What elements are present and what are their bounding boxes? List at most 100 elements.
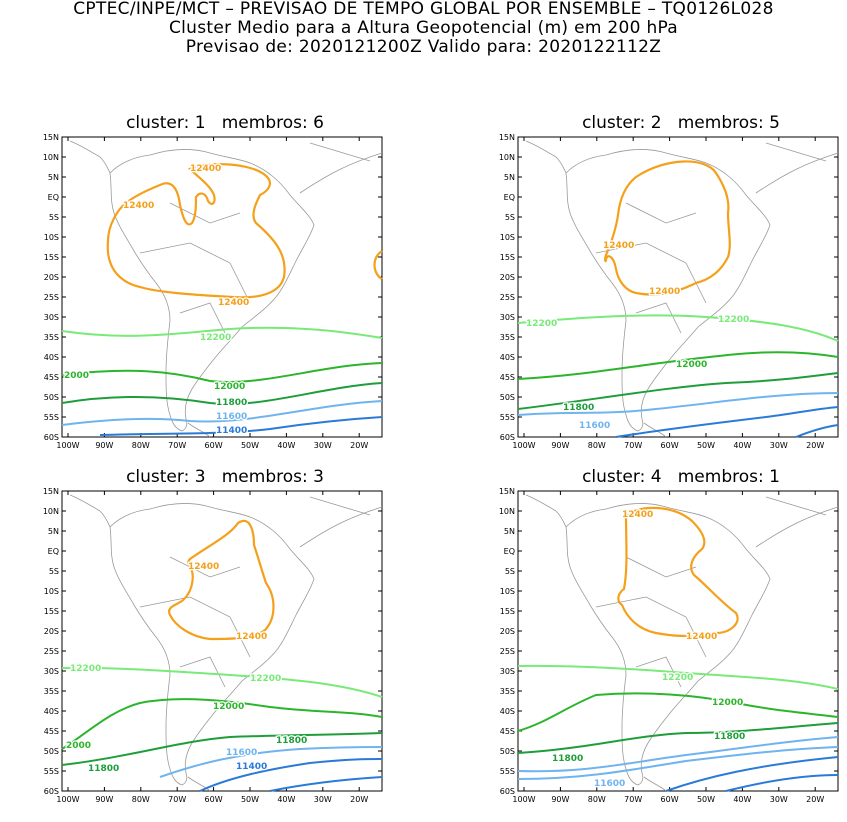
lat-tick-label: 45S [500,727,515,736]
lat-tick-label: 10N [499,507,515,516]
lon-tick-label: 70W [168,795,186,804]
map-panel-2: 15N 10N 5N EQ 5S 10S 15S 20S 25S 30S 35S 40S 45S 50S 5… [499,133,839,450]
lon-tick-label: 100W [56,441,79,450]
coastline-path [765,142,827,162]
label-12400: 12400 [190,164,221,174]
label-11800: 11800 [88,764,119,774]
contour-11200 [269,776,383,792]
map-frame [61,136,383,438]
coastline-path [187,776,211,792]
lat-tick-label: 35S [44,333,59,342]
axis-frame: 15N 10N 5N EQ 5S 10S 15S 20S 25S 30S 35S 40S 45S 50S 5… [43,133,383,450]
label-12400: 12400 [649,287,680,297]
coastline-path [299,506,383,548]
coastline-path [643,776,667,792]
label-12400: 12400 [123,201,154,211]
label-12000: 2000 [64,371,89,381]
label-11800: 11800 [216,398,247,408]
coastline [69,494,383,792]
contour-12200 [61,666,383,698]
coastline-path [635,302,682,334]
lat-tick-label: 60S [44,433,59,442]
coastline-path [109,149,315,432]
lat-tick-label: 30S [500,667,515,676]
contour-12000 [61,362,383,383]
title-line-3: Previsao de: 2020121200Z Valido para: 20… [185,37,662,57]
panel-cluster-2: cluster: 2 membros: 5 15N 10N 5N EQ 5S 10S 15S… [466,113,847,463]
lat-tick-label: 40S [500,353,515,362]
coastline-path [755,506,839,548]
lat-tick-label: EQ [504,193,515,202]
contour-11600 [517,736,839,773]
contour-11400 [99,416,383,436]
coastline-path [309,496,371,516]
lon-tick-label: 60W [661,795,679,804]
coastline-path [625,202,697,224]
lat-tick-label: 55S [44,767,59,776]
label-12200: 12200 [526,319,557,329]
contour-12400 [168,519,275,641]
lon-tick-label: 40W [277,441,295,450]
axis-frame: 15N 10N 5N EQ 5S 10S 15S 20S 25S 30S 35S 40S 45S 50S 5… [499,487,839,804]
lat-tick-label: 45S [44,727,59,736]
lon-tick-label: 20W [350,795,368,804]
label-12000: 12000 [712,698,743,708]
map-frame [61,490,383,792]
lat-tick-label: 20S [44,627,59,636]
coastline-path [69,140,111,174]
lat-tick-label: 10N [43,507,59,516]
label-12200: 12200 [250,674,281,684]
panel-cluster-1: cluster: 1 membros: 6 15N 10N 5N EQ 5S 10S 15S… [10,113,430,463]
label-12200: 12200 [718,315,749,325]
label-12000: 12000 [214,382,245,392]
lat-tick-label: 60S [500,787,515,796]
lat-tick-label: 15N [499,133,515,142]
lat-tick-label: 15S [44,253,59,262]
lat-tick-label: 45S [44,373,59,382]
lon-tick-label: 40W [733,795,751,804]
lat-tick-label: 30S [44,313,59,322]
lat-tick-label: 30S [44,667,59,676]
map-panel-1: 15N 10N 5N EQ 5S 10S 15S 20S 25S 30S 35S 40S 45S 50S 5… [43,133,383,450]
label-11400: 11400 [236,762,267,772]
coastline-path [309,142,371,162]
lat-tick-label: 55S [500,767,515,776]
lon-tick-label: 20W [806,795,824,804]
coastline [525,494,839,792]
label-12400: 12400 [236,632,267,642]
lat-tick-label: 10S [44,233,59,242]
coastline-path [755,152,839,194]
label-11600: 11600 [594,779,625,789]
lon-tick-label: 50W [697,441,715,450]
lat-tick-label: 35S [44,687,59,696]
label-12400: 12400 [188,562,219,572]
lat-tick-label: 25S [44,293,59,302]
lon-tick-label: 30W [314,441,332,450]
coastline-path [169,202,241,224]
lat-tick-label: 60S [500,433,515,442]
lat-tick-label: 25S [500,293,515,302]
lat-tick-label: 25S [500,647,515,656]
lat-tick-label: 55S [500,413,515,422]
lat-tick-label: EQ [504,547,515,556]
contour-11500 [517,746,839,780]
lon-tick-label: 40W [733,441,751,450]
label-12400: 12400 [603,241,634,251]
label-12400: 12400 [686,632,717,642]
map-panel-4: 15N 10N 5N EQ 5S 10S 15S 20S 25S 30S 35S 40S 45S 50S 5… [499,487,839,804]
lon-tick-label: 30W [770,795,788,804]
contour-12400-line [106,163,286,299]
lat-tick-label: EQ [48,547,59,556]
lat-tick-label: 40S [44,353,59,362]
lat-tick-label: 50S [500,393,515,402]
contour-12000 [517,351,839,380]
coastline-path [595,596,707,658]
coastline-path [139,242,251,304]
coastline-path [139,596,251,658]
lat-tick-label: 5N [48,173,59,182]
label-12200: 12200 [200,333,231,343]
label-11600: 11600 [216,412,247,422]
panel-cluster-3: cluster: 3 membros: 3 15N 10N 5N EQ 5S 10S 15S… [10,467,430,817]
figure-title: CPTEC/INPE/MCT – PREVISAO DE TEMPO GLOBA… [0,0,847,57]
contour-11800 [517,722,839,754]
